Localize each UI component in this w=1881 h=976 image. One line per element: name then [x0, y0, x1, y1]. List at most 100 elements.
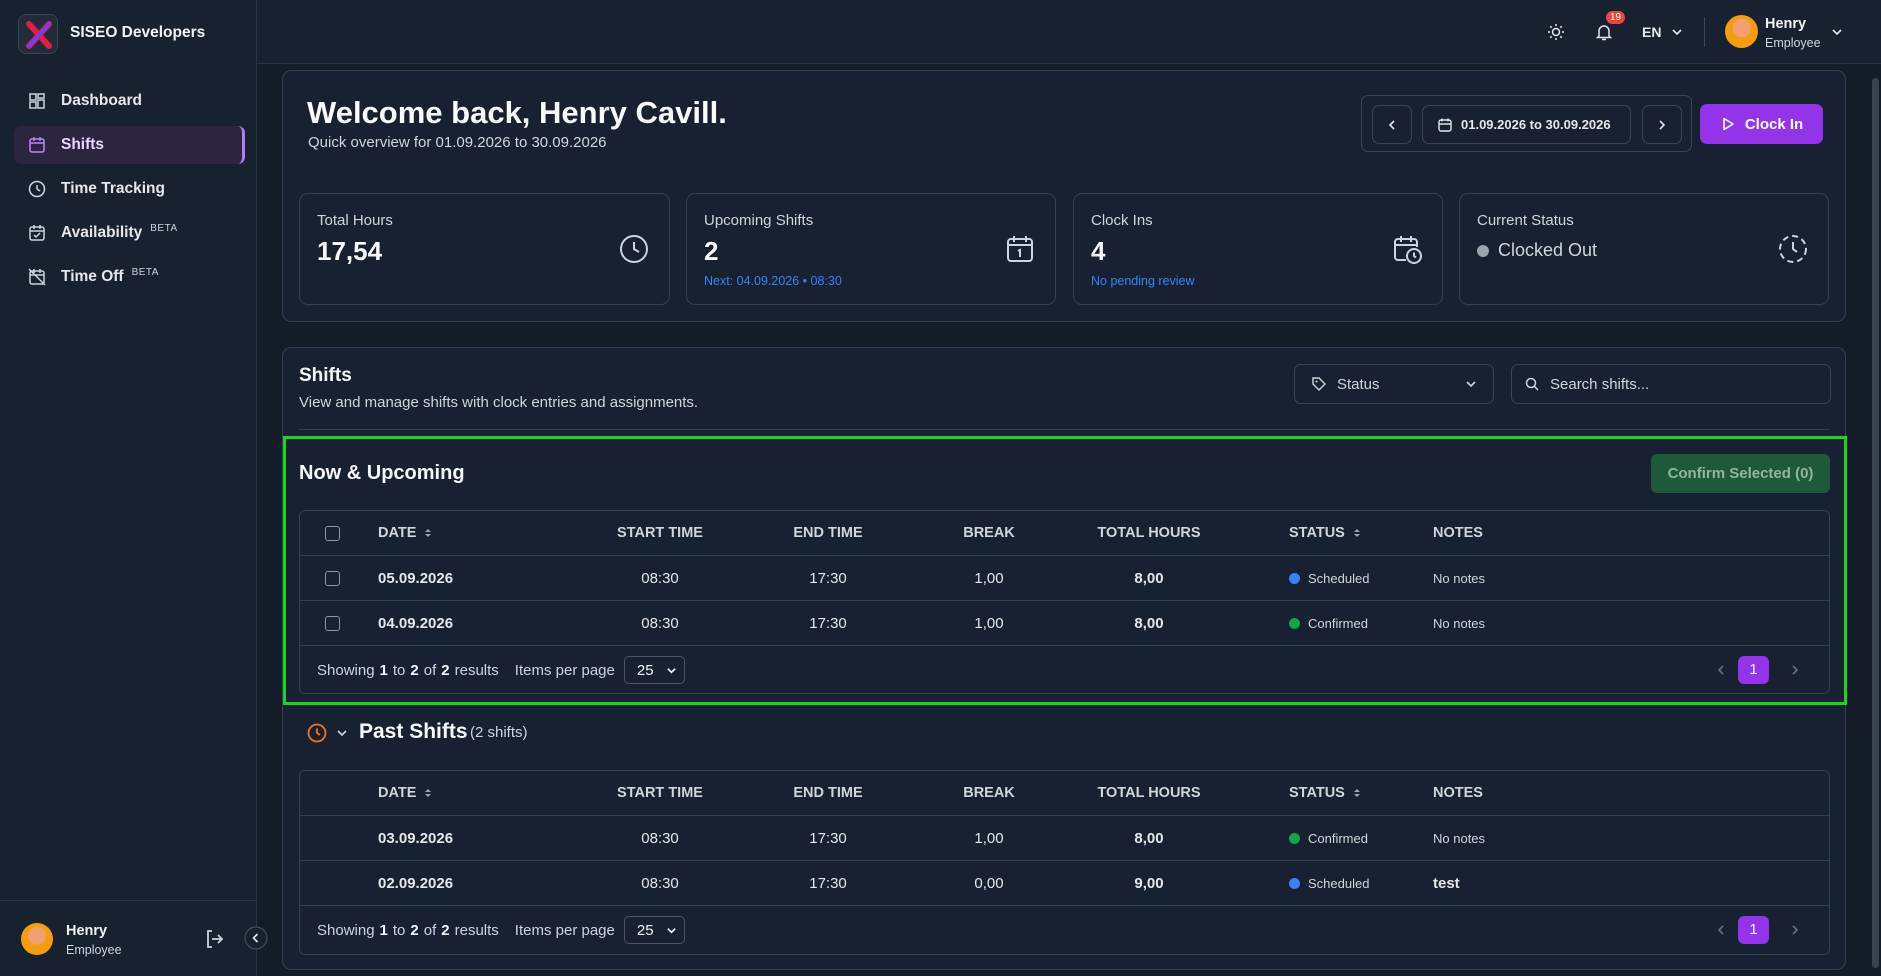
nav-item[interactable]: Dashboard — [14, 82, 245, 120]
stat-value: Clocked Out — [1498, 240, 1598, 260]
row-checkbox[interactable] — [325, 571, 340, 586]
status-filter[interactable]: Status — [1294, 364, 1494, 404]
sort-icon[interactable] — [1353, 527, 1361, 539]
pagination-text: results — [454, 661, 499, 679]
notes-cell: No notes — [1433, 616, 1486, 631]
end-cell: 17:30 — [809, 570, 847, 587]
items-per-page-select[interactable]: 25 — [623, 656, 685, 684]
notifications-button[interactable] — [1594, 22, 1614, 42]
prev-page[interactable] — [1715, 664, 1727, 676]
status-dot — [1289, 573, 1300, 584]
scrollbar[interactable] — [1872, 78, 1879, 968]
upcoming-section: Now & Upcoming Confirm Selected (0) — [283, 436, 1847, 705]
nav-badge: BETA — [131, 266, 159, 278]
prev-period-button[interactable] — [1372, 105, 1412, 144]
shifts-title: Shifts — [299, 365, 352, 386]
pagination: Showing 1 to 2 of 2 results Items per page 25 1 — [300, 645, 1829, 694]
pagination-text: results — [454, 921, 499, 939]
pagination-text: 2 — [410, 661, 419, 679]
next-page[interactable] — [1789, 924, 1801, 936]
upcoming-table: DATE START TIME END TIME BREAK TOTAL HOURS ST… — [299, 510, 1830, 694]
table-header: DATE START TIME END TIME BREAK TOTAL HOURS ST… — [300, 771, 1829, 815]
past-icon — [307, 723, 327, 743]
sort-icon[interactable] — [424, 787, 432, 799]
stat-value: 17,54 — [317, 236, 383, 266]
search-input[interactable]: Search shifts... — [1511, 364, 1831, 404]
past-title: Past Shifts — [359, 720, 468, 743]
column-label: DATE — [378, 525, 417, 541]
welcome-subtitle: Quick overview for 01.09.2026 to 30.09.2… — [308, 134, 607, 151]
column-header[interactable]: STATUS — [1289, 771, 1361, 815]
status-icon — [1779, 235, 1807, 263]
pagination-text: of — [423, 661, 437, 679]
column-label: TOTAL HOURS — [1097, 525, 1201, 541]
user-menu-toggle[interactable] — [1831, 26, 1843, 38]
chevron — [1672, 29, 1683, 36]
logout-button[interactable] — [203, 927, 227, 951]
past-toggle[interactable] — [336, 727, 348, 739]
search-placeholder: Search shifts... — [1550, 375, 1650, 393]
column-header[interactable]: STATUS — [1289, 511, 1361, 555]
calendar-clock-icon — [1394, 236, 1422, 264]
search-icon — [1525, 377, 1539, 391]
end-cell: 17:30 — [809, 830, 847, 847]
stat-note: Next: 04.09.2026 • 08:30 — [704, 274, 842, 288]
column-header[interactable]: DATE — [378, 511, 432, 555]
nav-label: Time Off — [61, 268, 124, 285]
nav-item[interactable]: Time Off BETA — [14, 258, 245, 296]
date-navigator: 01.09.2026 to 30.09.2026 — [1361, 95, 1692, 152]
play-icon — [1723, 117, 1734, 131]
separator — [299, 429, 1829, 430]
total-cell: 8,00 — [1134, 570, 1164, 587]
topbar: 19 EN Henry Employee — [257, 0, 1881, 64]
row-checkbox[interactable] — [325, 616, 340, 631]
prev-page[interactable] — [1715, 924, 1727, 936]
sort-icon[interactable] — [1353, 787, 1361, 799]
page-button[interactable]: 1 — [1738, 916, 1769, 944]
icon — [29, 93, 45, 109]
next-page[interactable] — [1789, 664, 1801, 676]
select-all-checkbox[interactable] — [325, 526, 340, 541]
chevron-right — [1659, 120, 1666, 130]
sort-icon[interactable] — [424, 527, 432, 539]
column-header: END TIME — [793, 771, 862, 815]
language-select[interactable]: EN — [1642, 24, 1683, 40]
table-row: 04.09.2026 08:30 17:30 1,00 8,00 Confirmed No … — [300, 600, 1829, 645]
break-cell: 1,00 — [974, 570, 1004, 587]
status-cell: Confirmed — [1289, 816, 1368, 861]
confirm-selected-button[interactable]: Confirm Selected (0) — [1651, 454, 1830, 493]
total-cell: 9,00 — [1134, 875, 1164, 892]
stat-label: Total Hours — [317, 212, 393, 229]
tag-icon — [1312, 377, 1326, 391]
nav-item[interactable]: Time Tracking — [14, 170, 245, 208]
calendar-icon — [1007, 236, 1033, 262]
items-per-page-value: 25 — [636, 661, 654, 679]
collapse-button[interactable] — [244, 926, 268, 950]
user-role: Employee — [1765, 36, 1821, 50]
user-name: Henry — [1765, 16, 1807, 32]
date-range-button[interactable]: 01.09.2026 to 30.09.2026 — [1422, 105, 1631, 144]
clock-in-button[interactable]: Clock In — [1700, 104, 1823, 144]
items-per-page-label: Items per page — [514, 661, 615, 679]
nav-item[interactable]: Availability BETA — [14, 214, 245, 252]
next-period-button[interactable] — [1642, 105, 1682, 144]
column-header[interactable]: DATE — [378, 771, 432, 815]
status-dot — [1289, 618, 1300, 629]
status-filter-label: Status — [1337, 375, 1380, 393]
icon — [28, 180, 46, 198]
start-cell: 08:30 — [641, 830, 679, 847]
theme-toggle[interactable] — [1547, 23, 1565, 41]
notes-cell: No notes — [1433, 831, 1486, 846]
avatar — [1725, 15, 1758, 48]
stat-label: Upcoming Shifts — [704, 212, 814, 229]
avatar — [21, 923, 53, 955]
page-button[interactable]: 1 — [1738, 656, 1769, 684]
status-dot — [1289, 833, 1300, 844]
items-per-page-select[interactable]: 25 — [623, 916, 685, 944]
table-header: DATE START TIME END TIME BREAK TOTAL HOURS ST… — [300, 511, 1829, 555]
status-label: Scheduled — [1308, 571, 1370, 586]
nav-badge: BETA — [150, 222, 178, 234]
nav-item[interactable]: Shifts — [14, 126, 245, 164]
stat-icon — [1390, 232, 1424, 266]
